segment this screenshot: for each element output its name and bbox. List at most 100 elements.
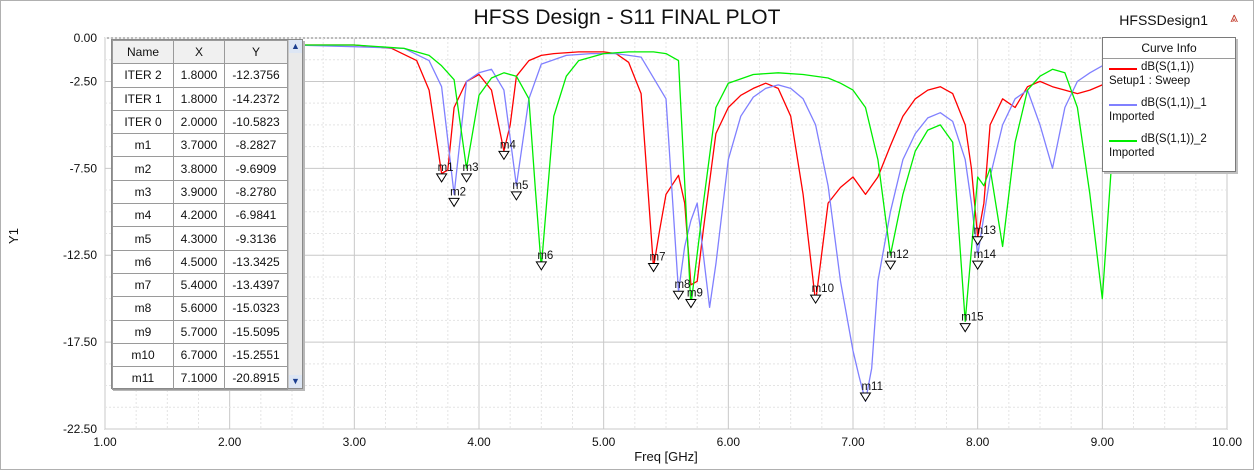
table-cell-y: -9.6909 (224, 156, 288, 181)
table-cell-x: 2.0000 (173, 109, 225, 135)
marker-label: m15 (961, 312, 983, 324)
x-tick-label: 3.00 (343, 435, 367, 449)
series-line-0[interactable] (292, 44, 1153, 303)
table-cell-name: m4 (112, 203, 174, 228)
table-cell-x: 6.7000 (173, 342, 225, 368)
table-cell-x: 5.7000 (173, 319, 225, 344)
table-cell-name: m1 (112, 133, 174, 158)
marker-triangle[interactable] (859, 392, 872, 402)
marker-triangle[interactable] (672, 290, 685, 301)
table-cell-y: -13.4397 (224, 272, 288, 298)
table-cell-x: 4.5000 (173, 249, 225, 274)
legend-item[interactable]: dB(S(1,1))_1 Imported (1103, 95, 1235, 131)
marker-label: m1 (438, 162, 454, 174)
x-tick-label: 2.00 (218, 435, 242, 449)
table-row[interactable]: m5 4.3000 -9.3136 (112, 226, 288, 251)
table-scrollbar[interactable]: ▲ ▼ (288, 40, 302, 388)
table-cell-y: -15.5095 (224, 319, 288, 344)
table-row[interactable]: ITER 0 2.0000 -10.5823 (112, 109, 288, 135)
table-row[interactable]: m11 7.1000 -20.8915 (112, 366, 288, 391)
marker-triangle[interactable] (510, 191, 523, 201)
table-row[interactable]: m4 4.2000 -6.9841 (112, 203, 288, 228)
legend-swatch (1109, 140, 1137, 142)
y-tick-label: -22.50 (63, 422, 97, 436)
marker-triangle[interactable] (685, 299, 697, 309)
x-tick-label: 6.00 (717, 435, 741, 449)
table-cell-y: -8.2827 (224, 133, 288, 158)
scroll-up-arrow-icon[interactable]: ▲ (289, 40, 302, 53)
marker-label: m2 (450, 186, 466, 198)
legend-title: Curve Info (1103, 38, 1235, 59)
marker-table[interactable]: Name X Y ITER 2 1.8000 -12.3756 ITER 1 1.800… (111, 39, 303, 391)
table-row[interactable]: ITER 1 1.8000 -14.2372 (112, 86, 288, 111)
marker-triangle[interactable] (647, 263, 660, 273)
table-row[interactable]: m1 3.7000 -8.2827 (112, 133, 288, 158)
marker-triangle[interactable] (498, 150, 510, 161)
marker-triangle[interactable] (809, 294, 822, 305)
table-cell-name: m7 (112, 272, 174, 298)
table-row[interactable]: m8 5.6000 -15.0323 (112, 296, 288, 321)
table-body: ITER 2 1.8000 -12.3756 ITER 1 1.8000 -14.2372… (112, 63, 288, 391)
legend-swatch (1109, 68, 1137, 70)
table-cell-x: 5.4000 (173, 272, 225, 298)
legend-series-source: Imported (1109, 147, 1155, 159)
curves (291, 44, 1153, 402)
scroll-down-arrow-icon[interactable]: ▼ (289, 375, 302, 388)
series-line-1[interactable] (291, 44, 1140, 402)
table-cell-name: m3 (112, 179, 174, 205)
table-cell-name: m8 (112, 296, 174, 321)
table-cell-name: ITER 0 (112, 109, 174, 135)
table-row[interactable]: ITER 2 1.8000 -12.3756 (112, 63, 288, 88)
y-tick-label: -2.50 (70, 74, 98, 88)
curve-info-legend[interactable]: Curve Info dB(S(1,1)) Setup1 : Sweep dB(… (1102, 37, 1236, 172)
table-cell-name: m2 (112, 156, 174, 181)
marker-label: m5 (512, 180, 528, 192)
y-tick-label: -12.50 (63, 248, 97, 262)
marker-triangle[interactable] (959, 323, 972, 333)
tick-labels: 1.00 2.00 3.00 4.00 5.00 6.00 7.00 8.00 9.00 10.0… (63, 31, 1242, 449)
legend-item[interactable]: dB(S(1,1)) Setup1 : Sweep (1103, 59, 1235, 95)
legend-series-source: Imported (1109, 111, 1155, 123)
table-row[interactable]: m7 5.4000 -13.4397 (112, 272, 288, 298)
design-name: HFSSDesign1 (1119, 12, 1208, 28)
legend-series-source: Setup1 : Sweep (1109, 75, 1191, 87)
legend-series-name: dB(S(1,1)) (1141, 61, 1195, 73)
marker-triangle[interactable] (460, 173, 473, 183)
marker-triangle[interactable] (884, 260, 897, 271)
table-cell-x: 3.9000 (173, 179, 225, 205)
table-cell-x: 5.6000 (173, 296, 225, 321)
y-tick-label: -7.50 (70, 161, 98, 175)
table-cell-y: -14.2372 (224, 86, 288, 111)
series-line-2[interactable] (292, 44, 1141, 322)
y-axis-label: Y1 (6, 228, 21, 244)
table-row[interactable]: m6 4.5000 -13.3425 (112, 249, 288, 274)
legend-item[interactable]: dB(S(1,1))_2 Imported (1103, 131, 1235, 167)
table-cell-x: 1.8000 (173, 86, 225, 111)
x-tick-label: 9.00 (1091, 435, 1115, 449)
x-tick-label: 1.00 (93, 435, 117, 449)
table-cell-name: m11 (112, 366, 174, 391)
y-tick-label: 0.00 (74, 31, 98, 45)
table-row[interactable]: m10 6.7000 -15.2551 (112, 342, 288, 368)
table-header-y: Y (224, 39, 288, 65)
table-cell-x: 4.3000 (173, 226, 225, 251)
table-row[interactable]: m2 3.8000 -9.6909 (112, 156, 288, 181)
legend-series-name: dB(S(1,1))_1 (1141, 97, 1207, 109)
legend-swatch (1109, 104, 1137, 106)
table-cell-y: -15.0323 (224, 296, 288, 321)
chart-title: HFSS Design - S11 FINAL PLOT (473, 6, 781, 29)
y-tick-label: -17.50 (63, 335, 97, 349)
marker-triangle[interactable] (971, 260, 984, 271)
marker-triangle[interactable] (535, 261, 548, 271)
table-cell-x: 1.8000 (173, 63, 225, 88)
table-cell-name: m10 (112, 342, 174, 368)
table-row[interactable]: m3 3.9000 -8.2780 (112, 179, 288, 205)
marker-label: m13 (974, 225, 996, 237)
marker-triangle[interactable] (448, 197, 460, 208)
table-row[interactable]: m9 5.7000 -15.5095 (112, 319, 288, 344)
table-cell-x: 4.2000 (173, 203, 225, 228)
marker-triangle[interactable] (435, 173, 448, 183)
marker-triangle[interactable] (971, 236, 984, 246)
x-tick-label: 10.00 (1212, 435, 1242, 449)
